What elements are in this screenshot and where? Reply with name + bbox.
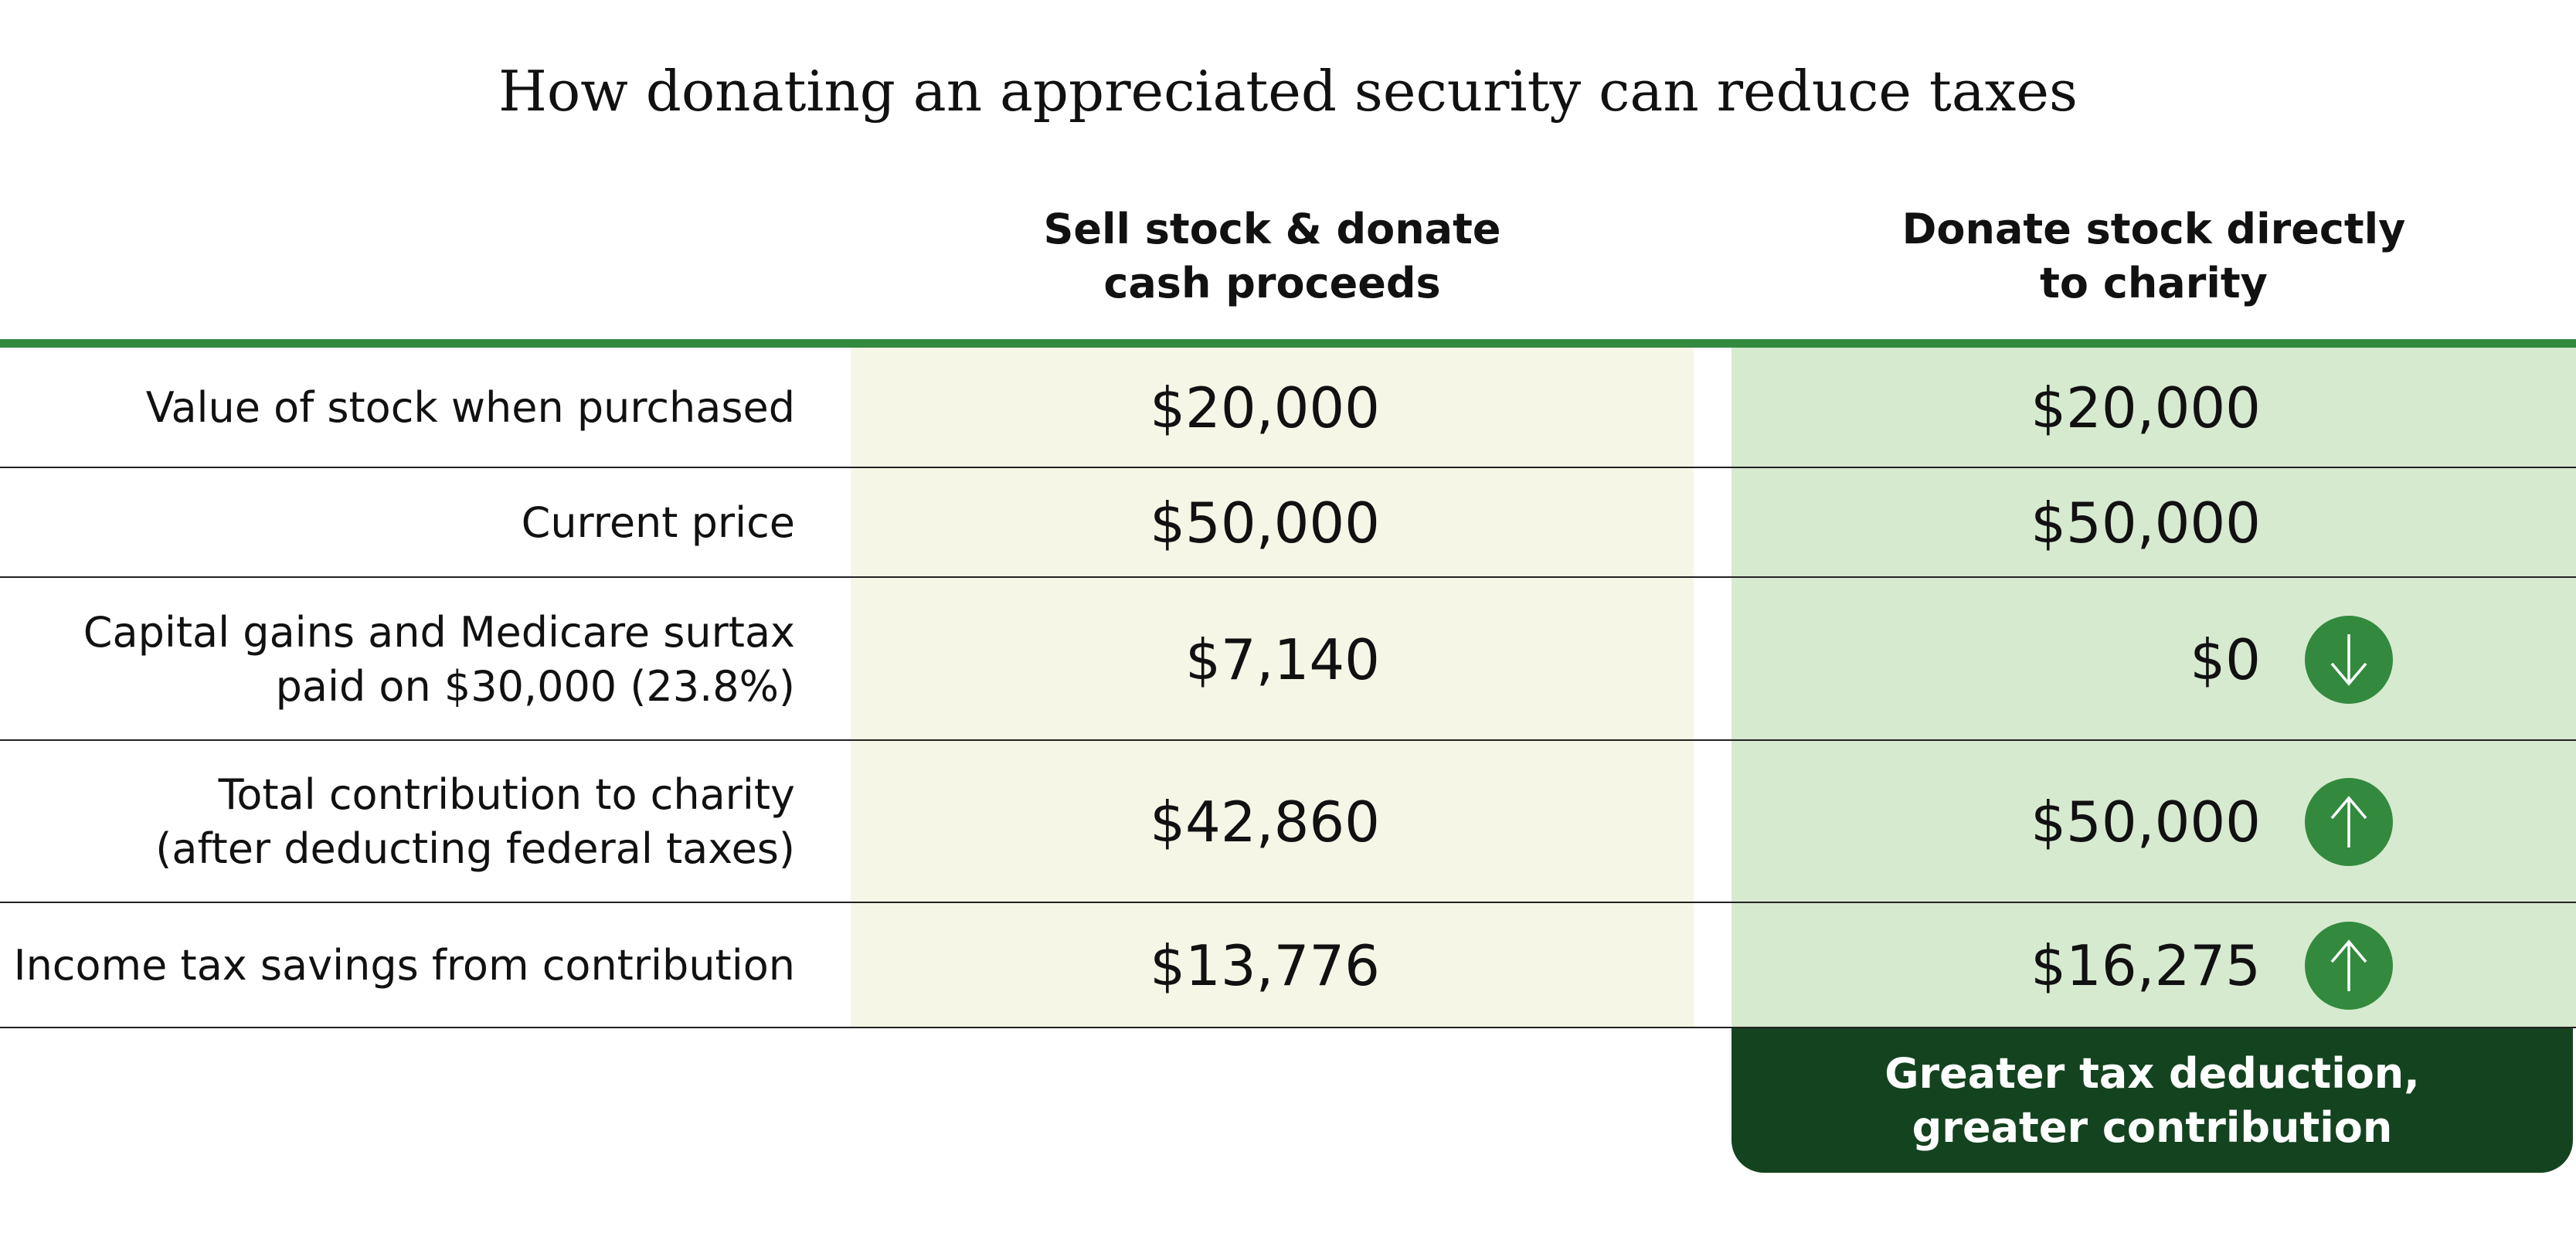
column-header-line: to charity: [2040, 259, 2268, 307]
summary-callout: Greater tax deduction, greater contribut…: [1731, 1028, 2573, 1173]
donate-value: $20,000: [2031, 375, 2261, 440]
row-label-line: (after deducting federal taxes): [155, 824, 795, 873]
row-label-line: Current price: [521, 498, 795, 547]
row-label: Current price: [522, 496, 795, 550]
sell-value: $20,000: [1150, 375, 1380, 440]
row-label-line: Total contribution to charity: [218, 770, 795, 819]
row-label-line: Capital gains and Medicare surtax: [83, 607, 795, 657]
table-row: Capital gains and Medicare surtax paid o…: [0, 578, 2576, 741]
column-header-donate: Donate stock directly to charity: [1731, 202, 2576, 311]
donate-column-background: [1731, 348, 2576, 1028]
arrow-down-icon: [2305, 615, 2393, 704]
sell-value: $7,140: [1185, 627, 1380, 692]
table-row: Total contribution to charity (after ded…: [0, 741, 2576, 903]
row-label-line: Value of stock when purchased: [145, 383, 795, 432]
donate-value: $50,000: [2031, 790, 2261, 854]
sell-value: $42,860: [1150, 790, 1380, 854]
column-header-line: Sell stock & donate: [1043, 205, 1501, 253]
row-divider: [0, 1027, 2576, 1028]
sell-value: $13,776: [1150, 933, 1380, 998]
sell-value: $50,000: [1150, 491, 1380, 555]
donate-value: $50,000: [2031, 491, 2261, 555]
row-label: Income tax savings from contribution: [14, 939, 795, 993]
row-label-line: Income tax savings from contribution: [13, 941, 795, 990]
row-label: Capital gains and Medicare surtax paid o…: [83, 606, 795, 714]
donate-value: $16,275: [2031, 933, 2261, 998]
row-divider: [0, 467, 2576, 468]
summary-line: Greater tax deduction,: [1884, 1048, 2420, 1098]
page-title: How donating an appreciated security can…: [498, 59, 2078, 124]
arrow-up-icon: [2305, 922, 2393, 1010]
row-label-line: paid on $30,000 (23.8%): [275, 661, 795, 711]
column-header-line: Donate stock directly: [1901, 205, 2406, 253]
header-rule: [0, 339, 2576, 348]
arrow-up-icon: [2305, 778, 2393, 866]
table-row: Current price $50,000 $50,000: [0, 468, 2576, 578]
row-label: Value of stock when purchased: [146, 381, 795, 435]
summary-line: greater contribution: [1912, 1102, 2393, 1152]
table-row: Value of stock when purchased $20,000 $2…: [0, 348, 2576, 468]
row-divider: [0, 576, 2576, 578]
sell-column-background: [851, 348, 1694, 1028]
column-header-line: cash proceeds: [1103, 259, 1441, 307]
row-divider: [0, 902, 2576, 903]
row-label: Total contribution to charity (after ded…: [155, 768, 795, 876]
row-divider: [0, 739, 2576, 741]
column-header-sell: Sell stock & donate cash proceeds: [851, 202, 1694, 311]
table-row: Income tax savings from contribution $13…: [0, 903, 2576, 1028]
donate-value: $0: [2190, 627, 2261, 692]
